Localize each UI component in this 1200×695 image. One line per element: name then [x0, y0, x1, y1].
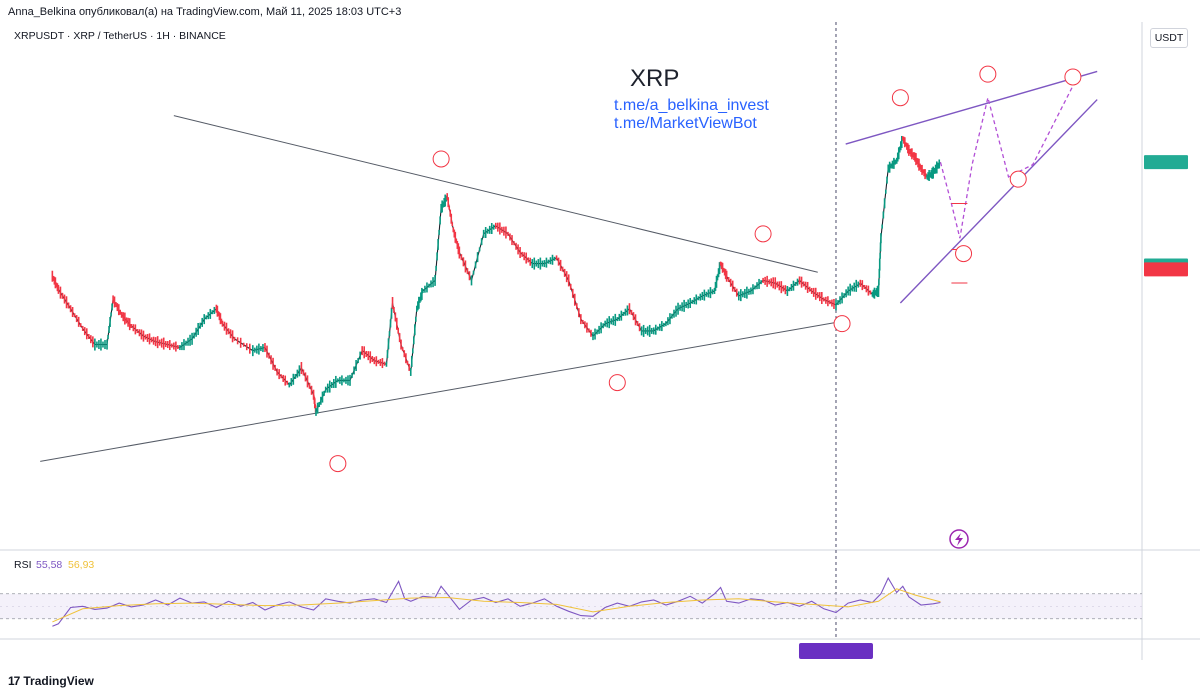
price-tag-box	[1144, 262, 1188, 277]
channel-upper-line	[845, 70, 1098, 145]
tradingview-brand: TradingView	[23, 674, 94, 688]
date-highlight-box	[798, 643, 873, 659]
rsi-ma-line	[52, 588, 941, 623]
fib-levels	[951, 203, 968, 284]
rsi-line	[52, 576, 941, 627]
trendlines	[40, 70, 1098, 462]
price-tag-box	[1144, 155, 1188, 170]
wave-label-circle	[979, 65, 997, 83]
wave-label-circle	[955, 245, 973, 263]
rsi-label: RSI	[14, 559, 32, 571]
publisher-line: Anna_Belkina опубликовал(а) на TradingVi…	[8, 6, 402, 18]
wave-label-circle	[891, 89, 909, 107]
wave-label-circle	[432, 150, 450, 168]
overlay-title: XRP	[630, 65, 679, 92]
channel-lower-line	[899, 99, 1098, 304]
axes	[0, 22, 1200, 660]
rsi-panel	[0, 576, 1142, 627]
wave-label-circle	[329, 455, 347, 473]
wave-labels	[329, 65, 1082, 473]
projection	[939, 85, 1074, 239]
triangle-lower-line	[40, 320, 843, 462]
wave-label-circle	[1009, 170, 1027, 188]
bolt-icon[interactable]	[949, 529, 969, 549]
overlay-link-1[interactable]: t.me/a_belkina_invest	[614, 97, 769, 114]
wave-label-circle	[1064, 68, 1082, 86]
symbol-line: XRPUSDT · XRP / TetherUS · 1H · BINANCE	[14, 30, 226, 42]
price-series	[51, 135, 941, 416]
wave-label-circle	[833, 315, 851, 333]
tradingview-logo[interactable]: 17 TradingView	[8, 674, 94, 688]
wave-label-circle	[754, 225, 772, 243]
rsi-ma-value: 56,93	[68, 559, 94, 571]
triangle-upper-line	[173, 115, 818, 273]
rsi-value: 55,58	[36, 559, 62, 571]
wave-label-circle	[608, 374, 626, 392]
tradingview-logo-icon: 17	[8, 674, 20, 688]
projection-path	[939, 85, 1074, 239]
price-tags	[1144, 155, 1188, 277]
overlay-link-2[interactable]: t.me/MarketViewBot	[614, 115, 757, 132]
currency-button[interactable]: USDT	[1150, 28, 1188, 48]
price-line	[51, 136, 941, 414]
